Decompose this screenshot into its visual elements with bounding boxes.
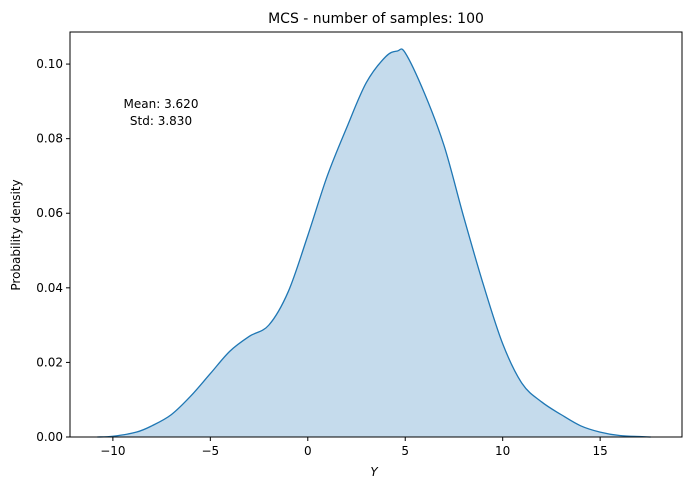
y-tick-label: 0.04 — [36, 281, 63, 295]
x-tick-label: 5 — [401, 444, 409, 458]
mean-annotation: Mean: 3.620 — [124, 97, 199, 111]
y-tick-label: 0.00 — [36, 430, 63, 444]
x-tick-label: −5 — [201, 444, 219, 458]
y-axis-label: Probability density — [9, 179, 23, 290]
x-tick-label: −10 — [100, 444, 125, 458]
axes-frame — [69, 31, 683, 438]
plot-area — [97, 48, 651, 438]
x-tick-label: 10 — [495, 444, 510, 458]
y-tick-label: 0.06 — [36, 206, 63, 220]
y-tick-label: 0.08 — [36, 132, 63, 146]
y-axis: 0.00 0.02 0.04 0.06 0.08 0.10 — [36, 57, 70, 444]
chart-title: MCS - number of samples: 100 — [268, 11, 484, 27]
y-tick-label: 0.10 — [36, 57, 63, 71]
x-tick-label: 15 — [592, 444, 607, 458]
x-axis: −10 −5 0 5 10 15 — [100, 437, 608, 458]
x-tick-label: 0 — [304, 444, 312, 458]
x-axis-label: Y — [370, 465, 379, 479]
density-fill — [97, 48, 651, 438]
density-line — [97, 48, 651, 438]
y-tick-label: 0.02 — [36, 355, 63, 369]
std-annotation: Std: 3.830 — [130, 114, 192, 128]
